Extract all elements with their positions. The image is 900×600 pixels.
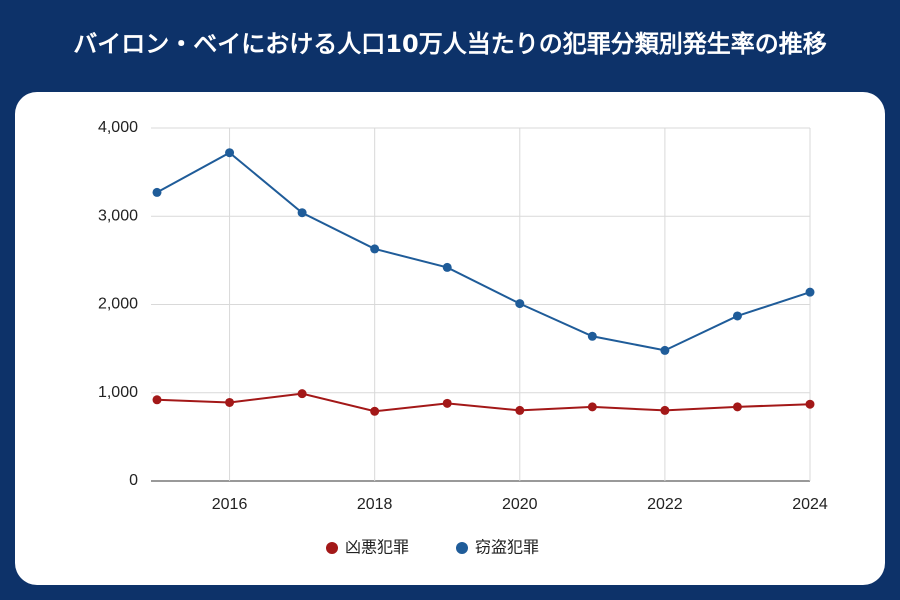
data-point [370,244,380,254]
data-point [515,299,525,309]
data-point [152,395,162,405]
data-point [297,389,307,399]
legend-label: 窃盗犯罪 [475,538,539,557]
y-tick-label: 2,000 [98,296,138,313]
x-tick-label: 2016 [212,496,248,513]
data-point [587,331,597,341]
chart-title: バイロン・ベイにおける人口10万人当たりの犯罪分類別発生率の推移 [73,30,826,58]
x-tick-label: 2018 [357,496,393,513]
data-point [660,345,670,355]
y-tick-label: 4,000 [98,119,138,136]
data-point [732,311,742,321]
data-point [442,398,452,408]
data-point [442,262,452,272]
x-tick-label: 2024 [792,496,828,513]
y-tick-label: 1,000 [98,384,138,401]
card [15,92,885,585]
data-point [515,405,525,415]
data-point [152,187,162,197]
data-point [587,402,597,412]
series-line [156,392,811,413]
data-point [370,406,380,416]
data-point [225,148,235,158]
legend-marker [456,542,468,554]
legend-marker [326,542,338,554]
data-point [732,402,742,412]
y-tick-label: 0 [129,472,138,489]
y-tick-label: 3,000 [98,207,138,224]
x-tick-label: 2022 [647,496,683,513]
x-tick-label: 2020 [502,496,538,513]
data-point [225,397,235,407]
data-point [660,405,670,415]
legend-label: 凶悪犯罪 [345,538,409,557]
data-point [805,287,815,297]
data-point [297,208,307,218]
series-line [156,151,811,352]
data-point [805,399,815,409]
